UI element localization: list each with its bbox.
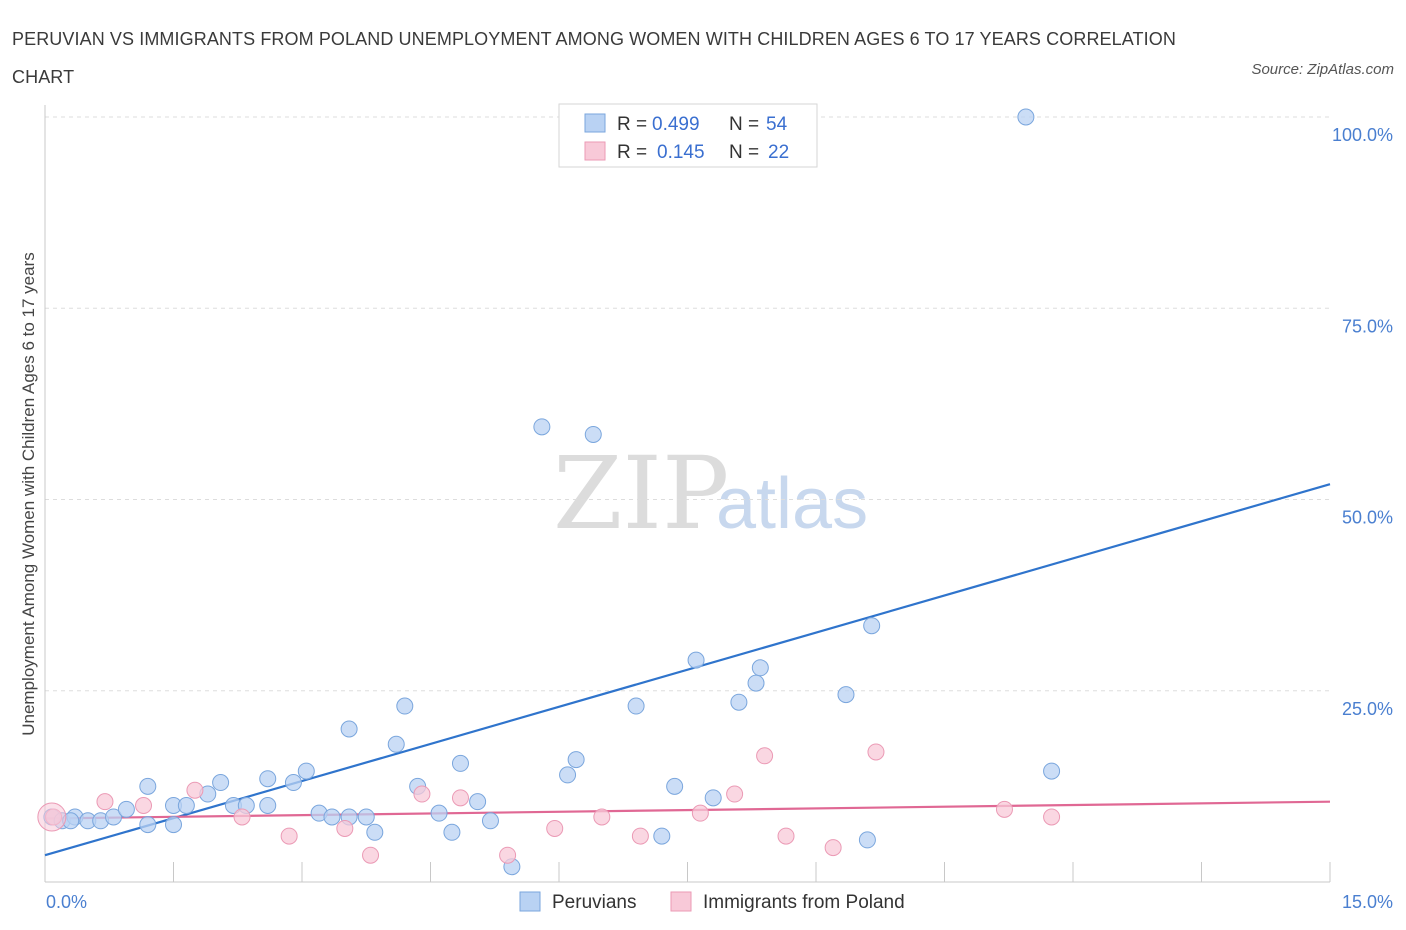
poland-point-10 — [499, 846, 517, 864]
source-label: Source: ZipAtlas.com — [1251, 61, 1394, 78]
peruvians-point-45 — [730, 693, 748, 711]
peruvians-point-38 — [584, 425, 602, 443]
poland-point-6 — [336, 819, 354, 837]
legend-top: R = 0.499 N = 54 R = 0.145 N = 22 — [558, 103, 818, 168]
watermark-atlas: atlas — [716, 464, 868, 544]
peruvians-point-50 — [858, 831, 876, 849]
peruvians-point-40 — [653, 827, 671, 845]
x-tick-label-max: 15.0% — [1342, 892, 1393, 912]
chart-title: PERUVIAN VS IMMIGRANTS FROM POLAND UNEMP… — [12, 29, 1176, 87]
trend-lines — [44, 483, 1331, 857]
peruvians-trend-line — [44, 483, 1331, 857]
poland-point-17 — [777, 827, 795, 845]
peruvians-point-24 — [357, 808, 375, 826]
y-tick-label-75: 75.0% — [1342, 316, 1393, 336]
peruvians-point-29 — [430, 804, 448, 822]
x-tick-label-min: 0.0% — [46, 892, 87, 912]
bottom-legend-peruvians: Peruvians — [552, 892, 637, 913]
bottom-legend-swatch-poland — [670, 891, 692, 912]
peruvians-point-42 — [687, 651, 705, 669]
legend-n-value-2: 22 — [768, 142, 789, 163]
watermark-zip: ZIP — [553, 435, 729, 552]
poland-point-cluster — [37, 802, 67, 832]
poland-point-9 — [451, 789, 469, 807]
legend-r-value-2: 0.145 — [657, 142, 705, 163]
legend-n-label-1: N = — [729, 114, 759, 135]
legend-n-value-1: 54 — [766, 114, 788, 135]
peruvians-point-7 — [139, 816, 157, 834]
poland-point-4 — [233, 808, 251, 826]
peruvians-point-46 — [747, 674, 765, 692]
poland-points — [37, 743, 1061, 864]
bottom-legend-swatch-peruvians — [519, 891, 541, 912]
poland-point-12 — [593, 808, 611, 826]
peruvians-point-26 — [387, 735, 405, 753]
y-tick-labels: 25.0% 50.0% 75.0% 100.0% — [1332, 125, 1393, 719]
poland-point-16 — [756, 747, 774, 765]
bottom-legend-poland: Immigrants from Poland — [703, 892, 905, 913]
legend-swatch-peruvians — [584, 113, 606, 133]
peruvians-point-27 — [396, 697, 414, 715]
axes — [44, 105, 1331, 883]
peruvians-point-18 — [284, 774, 302, 792]
peruvians-point-41 — [666, 777, 684, 795]
peruvians-point-6 — [117, 800, 135, 818]
legend-r-label-2: R = — [617, 142, 647, 163]
poland-point-1 — [96, 793, 114, 811]
peruvians-point-25 — [366, 823, 384, 841]
peruvians-point-13 — [212, 774, 230, 792]
poland-point-3 — [186, 781, 204, 799]
peruvians-point-8 — [165, 816, 182, 834]
legend-bottom: Peruvians Immigrants from Poland — [519, 891, 905, 913]
peruvians-point-35 — [533, 418, 551, 436]
peruvians-point-49 — [863, 617, 881, 635]
grid-lines — [45, 116, 1330, 692]
poland-point-11 — [546, 819, 564, 837]
y-tick-label-25: 25.0% — [1342, 699, 1393, 719]
legend-n-label-2: N = — [729, 142, 759, 163]
poland-point-20 — [995, 800, 1013, 818]
poland-point-15 — [726, 785, 744, 803]
poland-trend-line — [44, 800, 1331, 820]
peruvians-point-33 — [481, 812, 499, 830]
peruvians-point-52 — [1043, 762, 1061, 780]
peruvians-point-11 — [177, 797, 195, 814]
peruvians-point-44 — [704, 789, 722, 807]
peruvians-point-39 — [627, 697, 645, 715]
poland-point-14 — [691, 804, 709, 822]
x-tick-labels: 0.0% 15.0% — [46, 892, 1393, 912]
poland-point-21 — [1043, 808, 1061, 826]
peruvians-point-30 — [443, 823, 461, 841]
peruvians-point-51 — [1017, 108, 1035, 126]
peruvians-point-16 — [259, 797, 277, 814]
y-tick-label-50: 50.0% — [1342, 508, 1393, 528]
peruvians-point-37 — [567, 751, 585, 769]
poland-point-13 — [631, 827, 649, 845]
poland-point-18 — [824, 839, 842, 857]
peruvians-point-31 — [451, 754, 469, 772]
y-axis-label: Unemployment Among Women with Children A… — [19, 252, 38, 736]
peruvians-point-21 — [323, 808, 341, 826]
legend-r-label-1: R = — [617, 114, 647, 135]
peruvians-point-32 — [469, 793, 487, 811]
legend-swatch-poland — [584, 141, 606, 161]
poland-point-8 — [413, 785, 431, 803]
poland-point-19 — [867, 743, 885, 761]
peruvians-point-5 — [105, 808, 123, 826]
peruvians-point-9 — [139, 777, 157, 795]
legend-r-value-1: 0.499 — [652, 114, 700, 135]
peruvians-point-17 — [259, 770, 277, 788]
poland-point-5 — [280, 827, 298, 845]
poland-point-7 — [362, 846, 380, 864]
peruvians-point-23 — [340, 720, 358, 738]
peruvians-points — [43, 108, 1061, 876]
peruvians-point-19 — [297, 762, 315, 780]
peruvians-point-36 — [559, 766, 577, 784]
peruvians-point-47 — [751, 659, 769, 677]
poland-point-2 — [135, 797, 153, 814]
y-tick-label-100: 100.0% — [1332, 125, 1393, 145]
peruvians-point-48 — [837, 686, 855, 704]
